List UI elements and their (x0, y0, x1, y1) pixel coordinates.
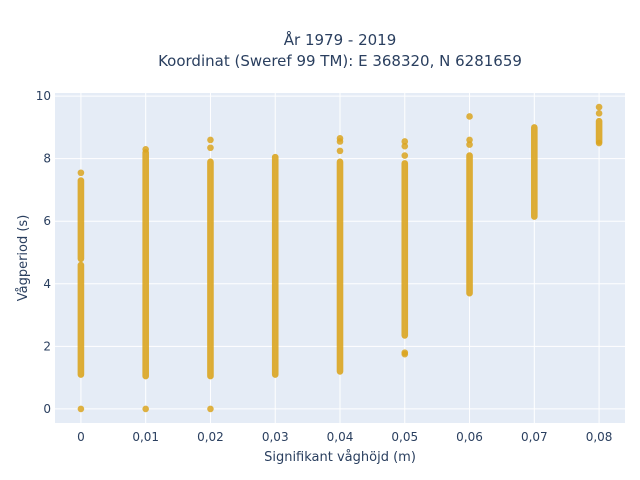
x-tick-label: 0,07 (521, 430, 548, 444)
data-point (401, 152, 409, 159)
data-point (336, 135, 344, 142)
chart-title-line2: Koordinat (Sweref 99 TM): E 368320, N 62… (158, 52, 522, 70)
y-tick-label: 4 (43, 277, 51, 291)
data-point-cluster (77, 177, 85, 263)
data-point (207, 405, 214, 413)
x-axis-title: Signifikant våghöjd (m) (264, 450, 416, 465)
x-tick-label: 0,04 (327, 430, 354, 444)
x-tick-label: 0,06 (456, 430, 483, 444)
y-tick-label: 0 (43, 402, 51, 416)
x-tick-label: 0,03 (262, 430, 289, 444)
data-point (466, 141, 473, 148)
data-point (77, 405, 85, 413)
y-tick-label: 10 (36, 89, 51, 103)
chart-title-line1: År 1979 - 2019 (284, 30, 397, 49)
data-point-cluster (142, 149, 149, 380)
data-point (595, 110, 603, 117)
data-point (142, 405, 149, 413)
marks-layer (77, 103, 603, 413)
y-axis-title: Vågperiod (s) (16, 215, 31, 302)
data-point (142, 146, 149, 153)
data-point (595, 103, 603, 111)
data-point (401, 349, 409, 356)
data-point-cluster (207, 158, 214, 380)
data-point (77, 169, 85, 177)
data-point (336, 147, 344, 155)
data-point-cluster (595, 117, 603, 145)
data-point (401, 142, 409, 150)
x-tick-label: 0,01 (132, 430, 159, 444)
x-tick-label: 0,02 (197, 430, 224, 444)
data-point-cluster (336, 158, 344, 375)
data-point (207, 136, 214, 144)
data-point (401, 138, 409, 145)
data-point-cluster (77, 261, 85, 378)
data-point (207, 144, 214, 152)
data-point-cluster (531, 124, 538, 220)
y-tick-label: 8 (43, 152, 51, 166)
data-point (466, 113, 473, 120)
y-tick-label: 6 (43, 214, 51, 228)
x-tick-label: 0,08 (586, 430, 613, 444)
x-tick-label: 0,05 (391, 430, 418, 444)
data-point-cluster (271, 153, 279, 378)
data-point (595, 139, 603, 147)
y-tick-label: 2 (43, 339, 51, 353)
data-point-cluster (466, 152, 473, 297)
x-tick-label: 0 (77, 430, 85, 444)
ticks-layer: 0 0,01 0,02 0,03 0,04 0,05 0,06 0,07 0,08 0 2 4 6 8 10 (36, 89, 613, 444)
data-point-cluster (401, 160, 409, 339)
data-point (466, 136, 473, 144)
